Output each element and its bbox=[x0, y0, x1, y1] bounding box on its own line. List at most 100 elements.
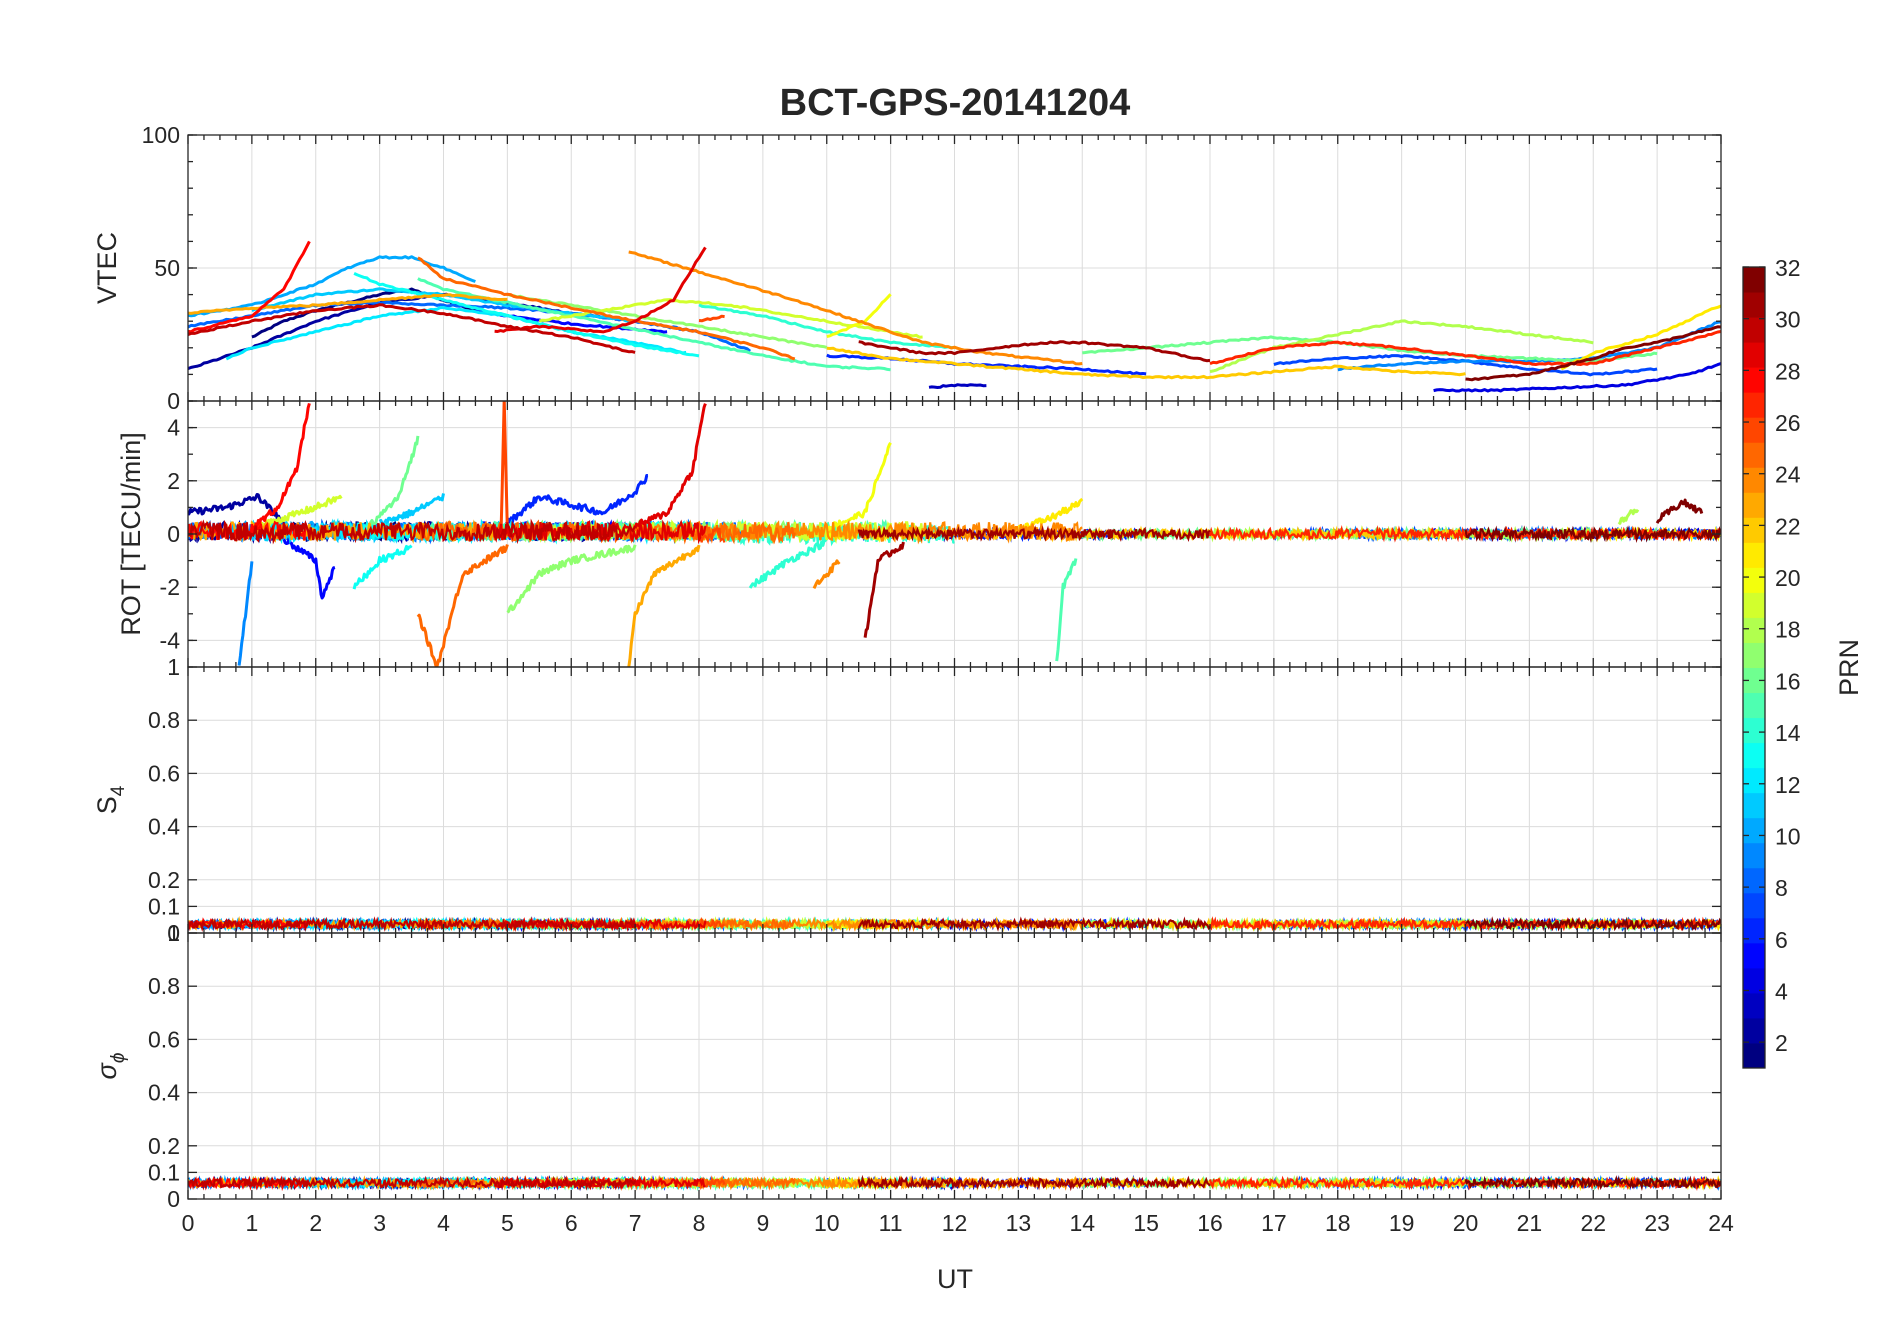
rot-noise-prn-31 bbox=[857, 525, 1211, 543]
xtick-label-20: 20 bbox=[1453, 1210, 1479, 1236]
colorbar-band bbox=[1743, 717, 1765, 744]
xtick-label-18: 18 bbox=[1325, 1210, 1351, 1236]
ytick-label-sigma-1: 0.8 bbox=[148, 973, 180, 999]
vtec-line-prn-23 bbox=[188, 293, 508, 315]
colorbar-band bbox=[1743, 742, 1765, 769]
rot-excursion-prn-28 bbox=[250, 402, 311, 531]
colorbar-band bbox=[1743, 967, 1765, 994]
rot-noise-prn-26 bbox=[697, 526, 726, 545]
colorbar-frame bbox=[1742, 266, 1766, 1069]
xtick-label-12: 12 bbox=[942, 1210, 968, 1236]
xtick-label-3: 3 bbox=[373, 1210, 386, 1236]
xtick-label-4: 4 bbox=[437, 1210, 450, 1236]
rot-excursion-prn-31 bbox=[863, 541, 905, 638]
rot-excursion-prn-18 bbox=[1617, 508, 1640, 525]
ytick-label-vtec-0: 0 bbox=[167, 388, 180, 414]
ytick-label-s4-1: 0.8 bbox=[148, 707, 180, 733]
colorbar-band bbox=[1743, 292, 1765, 318]
colorbar-band bbox=[1743, 342, 1765, 368]
rot-noise-prn-30 bbox=[188, 518, 637, 545]
colorbar-band bbox=[1743, 517, 1765, 543]
vtec-line-prn-4 bbox=[1433, 362, 1721, 393]
xtick-label-1: 1 bbox=[245, 1210, 258, 1236]
xtick-label-17: 17 bbox=[1261, 1210, 1287, 1236]
series-layer bbox=[188, 240, 1721, 1192]
ylabel-main-sigma: σ bbox=[92, 1061, 122, 1079]
s4-line-prn-26 bbox=[698, 916, 725, 930]
vtec-line-prn-26 bbox=[698, 314, 725, 323]
ytick-label-sigma-2: 0.6 bbox=[148, 1026, 180, 1052]
rot-excursion-prn-23 bbox=[627, 544, 701, 667]
colorbar-tick-label-10: 10 bbox=[1775, 823, 1801, 849]
colorbar-tick-label-12: 12 bbox=[1775, 772, 1801, 798]
colorbar-band bbox=[1743, 492, 1765, 518]
rot-excursion-prn-32 bbox=[1655, 498, 1704, 524]
rot-excursion-prn-29 bbox=[633, 403, 707, 529]
colorbar-band bbox=[1743, 367, 1765, 393]
ytick-label-s4-6: 0 bbox=[167, 920, 180, 946]
colorbar-tick-label-28: 28 bbox=[1775, 358, 1801, 384]
colorbar-band bbox=[1743, 417, 1765, 443]
vtec-line-prn-13 bbox=[353, 272, 700, 358]
colorbar-band bbox=[1743, 1017, 1765, 1044]
rot-excursion-prn-20 bbox=[825, 441, 892, 532]
rot-excursion-prn-2 bbox=[188, 493, 286, 523]
vtec-line-prn-24 bbox=[628, 250, 1083, 366]
sigma-line-prn-32 bbox=[1464, 1175, 1721, 1192]
sigma-line-prn-30 bbox=[188, 1175, 637, 1191]
ytick-label-sigma-4: 0.2 bbox=[148, 1133, 180, 1159]
vtec-line-prn-27 bbox=[1209, 330, 1721, 367]
xtick-label-23: 23 bbox=[1644, 1210, 1670, 1236]
colorbar-tick-label-20: 20 bbox=[1775, 565, 1801, 591]
rot-excursion-prn-24 bbox=[812, 559, 841, 590]
vtec-line-prn-32 bbox=[1465, 325, 1721, 382]
ytick-label-sigma-0: 1 bbox=[167, 920, 180, 946]
rot-excursion-prn-25 bbox=[416, 544, 509, 667]
colorbar-band bbox=[1743, 1042, 1765, 1069]
xtick-label-16: 16 bbox=[1197, 1210, 1223, 1236]
colorbar-tick-label-18: 18 bbox=[1775, 617, 1801, 643]
colorbar-band bbox=[1743, 667, 1765, 694]
vtec-line-prn-15 bbox=[417, 277, 891, 372]
vtec-line-prn-17 bbox=[506, 292, 828, 349]
colorbar-band bbox=[1743, 942, 1765, 969]
colorbar-band bbox=[1743, 767, 1765, 794]
colorbar-band bbox=[1743, 317, 1765, 343]
axes-layer bbox=[187, 134, 1722, 1200]
x-axis-label: UT bbox=[937, 1264, 973, 1294]
colorbar-band bbox=[1743, 792, 1765, 819]
xtick-label-19: 19 bbox=[1389, 1210, 1415, 1236]
ylabel-rot: ROT [TECU/min] bbox=[116, 432, 146, 636]
ytick-label-vtec-1: 50 bbox=[154, 255, 180, 281]
ylabel-sub-s4: 4 bbox=[108, 785, 129, 796]
ytick-label-s4-0: 1 bbox=[167, 654, 180, 680]
colorbar-tick-label-2: 2 bbox=[1775, 1030, 1788, 1056]
colorbar-band bbox=[1743, 467, 1765, 493]
s4-line-prn-30 bbox=[188, 916, 637, 933]
vtec-line-prn-30 bbox=[188, 303, 636, 354]
ytick-label-rot-2: 0 bbox=[167, 521, 180, 547]
colorbar-band bbox=[1743, 992, 1765, 1019]
vtec-line-prn-28 bbox=[188, 240, 311, 334]
colorbar-tick-label-14: 14 bbox=[1775, 720, 1801, 746]
colorbar-band bbox=[1743, 642, 1765, 668]
xtick-label-15: 15 bbox=[1133, 1210, 1159, 1236]
ytick-label-s4-5: 0.1 bbox=[148, 893, 180, 919]
xtick-label-5: 5 bbox=[501, 1210, 514, 1236]
colorbar-tick-label-24: 24 bbox=[1775, 462, 1801, 488]
ytick-label-s4-4: 0.2 bbox=[148, 867, 180, 893]
xtick-label-14: 14 bbox=[1069, 1210, 1095, 1236]
ytick-label-s4-3: 0.4 bbox=[148, 814, 180, 840]
xtick-label-21: 21 bbox=[1517, 1210, 1543, 1236]
s4-line-prn-31 bbox=[857, 916, 1211, 932]
rot-excursion-prn-16 bbox=[365, 435, 420, 530]
vtec-line-prn-21 bbox=[1560, 304, 1721, 371]
vtec-line-prn-22 bbox=[826, 346, 1466, 380]
xtick-label-8: 8 bbox=[693, 1210, 706, 1236]
colorbar-tick-label-16: 16 bbox=[1775, 668, 1801, 694]
colorbar-band bbox=[1743, 592, 1765, 618]
xtick-label-7: 7 bbox=[629, 1210, 642, 1236]
rot-excursion-prn-11 bbox=[378, 493, 445, 527]
